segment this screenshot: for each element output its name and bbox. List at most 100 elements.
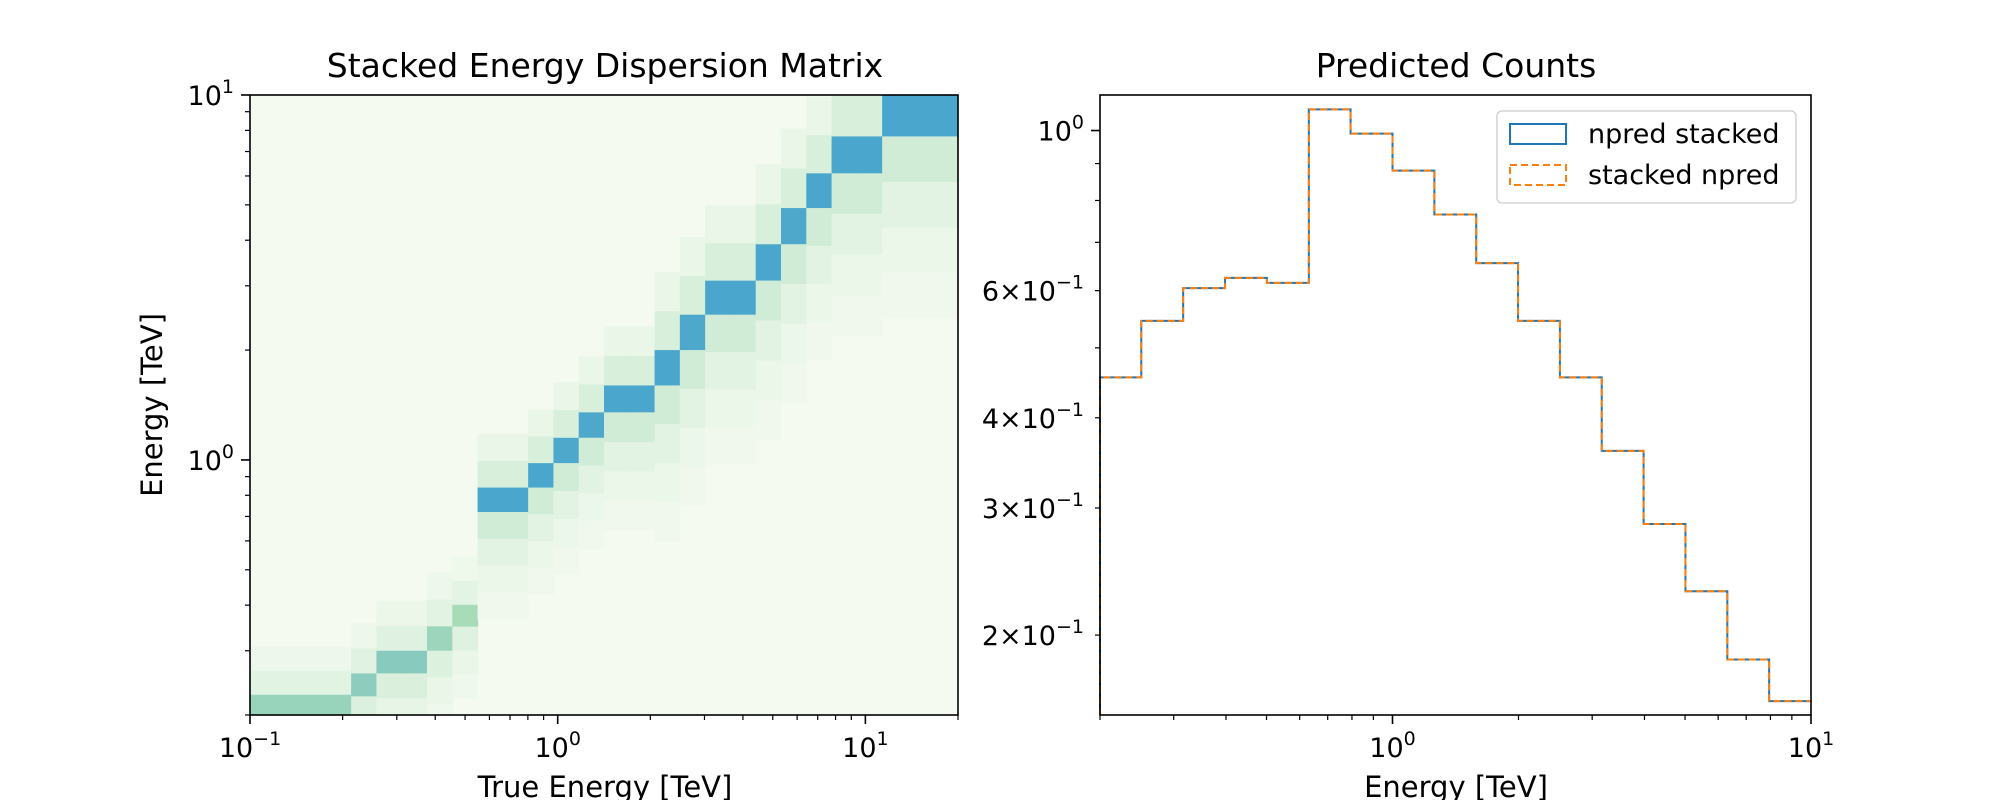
edisp-cell — [578, 465, 605, 494]
edisp-cell — [452, 580, 479, 605]
edisp-cell — [528, 568, 555, 596]
edisp-cell — [907, 181, 934, 228]
edisp-cell — [629, 355, 656, 386]
edisp-cell — [553, 463, 580, 492]
edisp-cell — [730, 352, 757, 390]
edisp-cell — [604, 441, 630, 472]
npred-title: Predicted Counts — [1316, 46, 1597, 85]
edisp-cell — [856, 95, 883, 137]
edisp-cell — [730, 205, 757, 244]
edisp-cell — [907, 136, 934, 182]
npred-y-tick-label: 4×10−1 — [982, 399, 1084, 435]
edisp-cell — [730, 427, 757, 465]
npred-x-tick-label: 100 — [1369, 728, 1415, 764]
edisp-cell — [351, 623, 378, 649]
edisp-cell — [427, 599, 453, 627]
npred-xlabel: Energy [TeV] — [1364, 770, 1548, 800]
edisp-cell — [401, 650, 428, 674]
edisp-cell — [705, 389, 732, 428]
npred-y-tick-label: 3×10−1 — [982, 489, 1084, 525]
edisp-cell — [427, 572, 453, 600]
edisp-cell — [528, 487, 555, 515]
edisp-cell — [932, 273, 959, 319]
edisp-cell — [427, 650, 453, 678]
edisp-xlabel: True Energy [TeV] — [477, 770, 733, 800]
edisp-cell — [376, 625, 403, 651]
edisp-cell — [806, 173, 833, 209]
edisp-cell — [502, 433, 529, 461]
legend: npred stacked stacked npred — [1496, 110, 1797, 204]
edisp-cell — [654, 385, 681, 425]
edisp-cell — [477, 487, 504, 512]
edisp-cell — [654, 272, 681, 312]
edisp-cell — [452, 650, 479, 675]
edisp-cell — [604, 326, 630, 356]
edisp-cell — [401, 673, 428, 699]
edisp-cell — [907, 227, 934, 274]
edisp-cell — [755, 244, 782, 281]
edisp-cell — [755, 164, 782, 205]
edisp-cell — [477, 592, 504, 620]
edisp-cell — [250, 670, 276, 695]
edisp-cell — [629, 501, 656, 531]
edisp-y-tick-label: 101 — [188, 76, 234, 112]
edisp-cell — [856, 173, 883, 214]
edisp-cell — [553, 382, 580, 410]
edisp-cell — [629, 326, 656, 356]
edisp-cell — [528, 514, 555, 542]
legend-entry-npred-stacked: npred stacked — [1509, 119, 1780, 150]
npred-series-group — [1099, 108, 1811, 715]
edisp-y-tick-label: 100 — [188, 441, 234, 477]
edisp-cell — [806, 246, 833, 285]
edisp-cell — [679, 236, 706, 276]
edisp-cell — [781, 168, 807, 209]
edisp-cell — [705, 427, 732, 465]
npred-ticks: 100 101 100 6×10−1 4×10−1 3×10−1 2×10−1 — [982, 112, 1834, 764]
edisp-cell — [705, 205, 732, 244]
edisp-cell — [629, 385, 656, 413]
edisp-cell — [401, 698, 428, 715]
edisp-cell — [654, 350, 681, 386]
edisp-cell — [755, 320, 782, 361]
edisp-cell — [376, 650, 403, 674]
edisp-title: Stacked Energy Dispersion Matrix — [327, 46, 883, 85]
edisp-ticks: 10−1 100 101 100 101 — [188, 76, 959, 764]
edisp-cell — [781, 244, 807, 285]
edisp-cell — [300, 670, 327, 695]
edisp-cell — [781, 128, 807, 169]
edisp-cell — [427, 677, 453, 705]
edisp-cell — [705, 352, 732, 390]
edisp-cell — [781, 363, 807, 404]
edisp-cell — [907, 273, 934, 319]
edisp-panel: Stacked Energy Dispersion Matrix 10−1 100… — [135, 46, 959, 800]
edisp-cell — [705, 280, 732, 315]
edisp-cell — [806, 284, 833, 323]
edisp-cell — [553, 546, 580, 575]
edisp-cell — [679, 466, 706, 506]
edisp-cell — [806, 135, 833, 174]
edisp-cell — [578, 493, 605, 522]
edisp-cell — [578, 412, 605, 438]
edisp-cell — [477, 433, 504, 461]
edisp-cell — [856, 254, 883, 296]
edisp-cell — [553, 437, 580, 464]
npred-y-tick-label: 2×10−1 — [982, 616, 1084, 652]
edisp-cell — [528, 436, 555, 464]
edisp-cell — [604, 471, 630, 502]
edisp-cell — [730, 280, 757, 315]
edisp-cell — [730, 389, 757, 428]
edisp-cell — [528, 541, 555, 569]
edisp-cell — [730, 314, 757, 353]
edisp-cell — [502, 487, 529, 512]
edisp-heatmap — [250, 95, 959, 715]
edisp-cell — [300, 694, 327, 715]
edisp-cell — [831, 95, 858, 137]
edisp-cell — [578, 356, 605, 385]
edisp-cell — [300, 646, 327, 671]
edisp-plot-frame — [249, 94, 959, 716]
edisp-cell — [679, 314, 706, 351]
edisp-cell — [502, 460, 529, 488]
edisp-cell — [755, 400, 782, 441]
edisp-x-tick-label: 10−1 — [219, 728, 281, 764]
